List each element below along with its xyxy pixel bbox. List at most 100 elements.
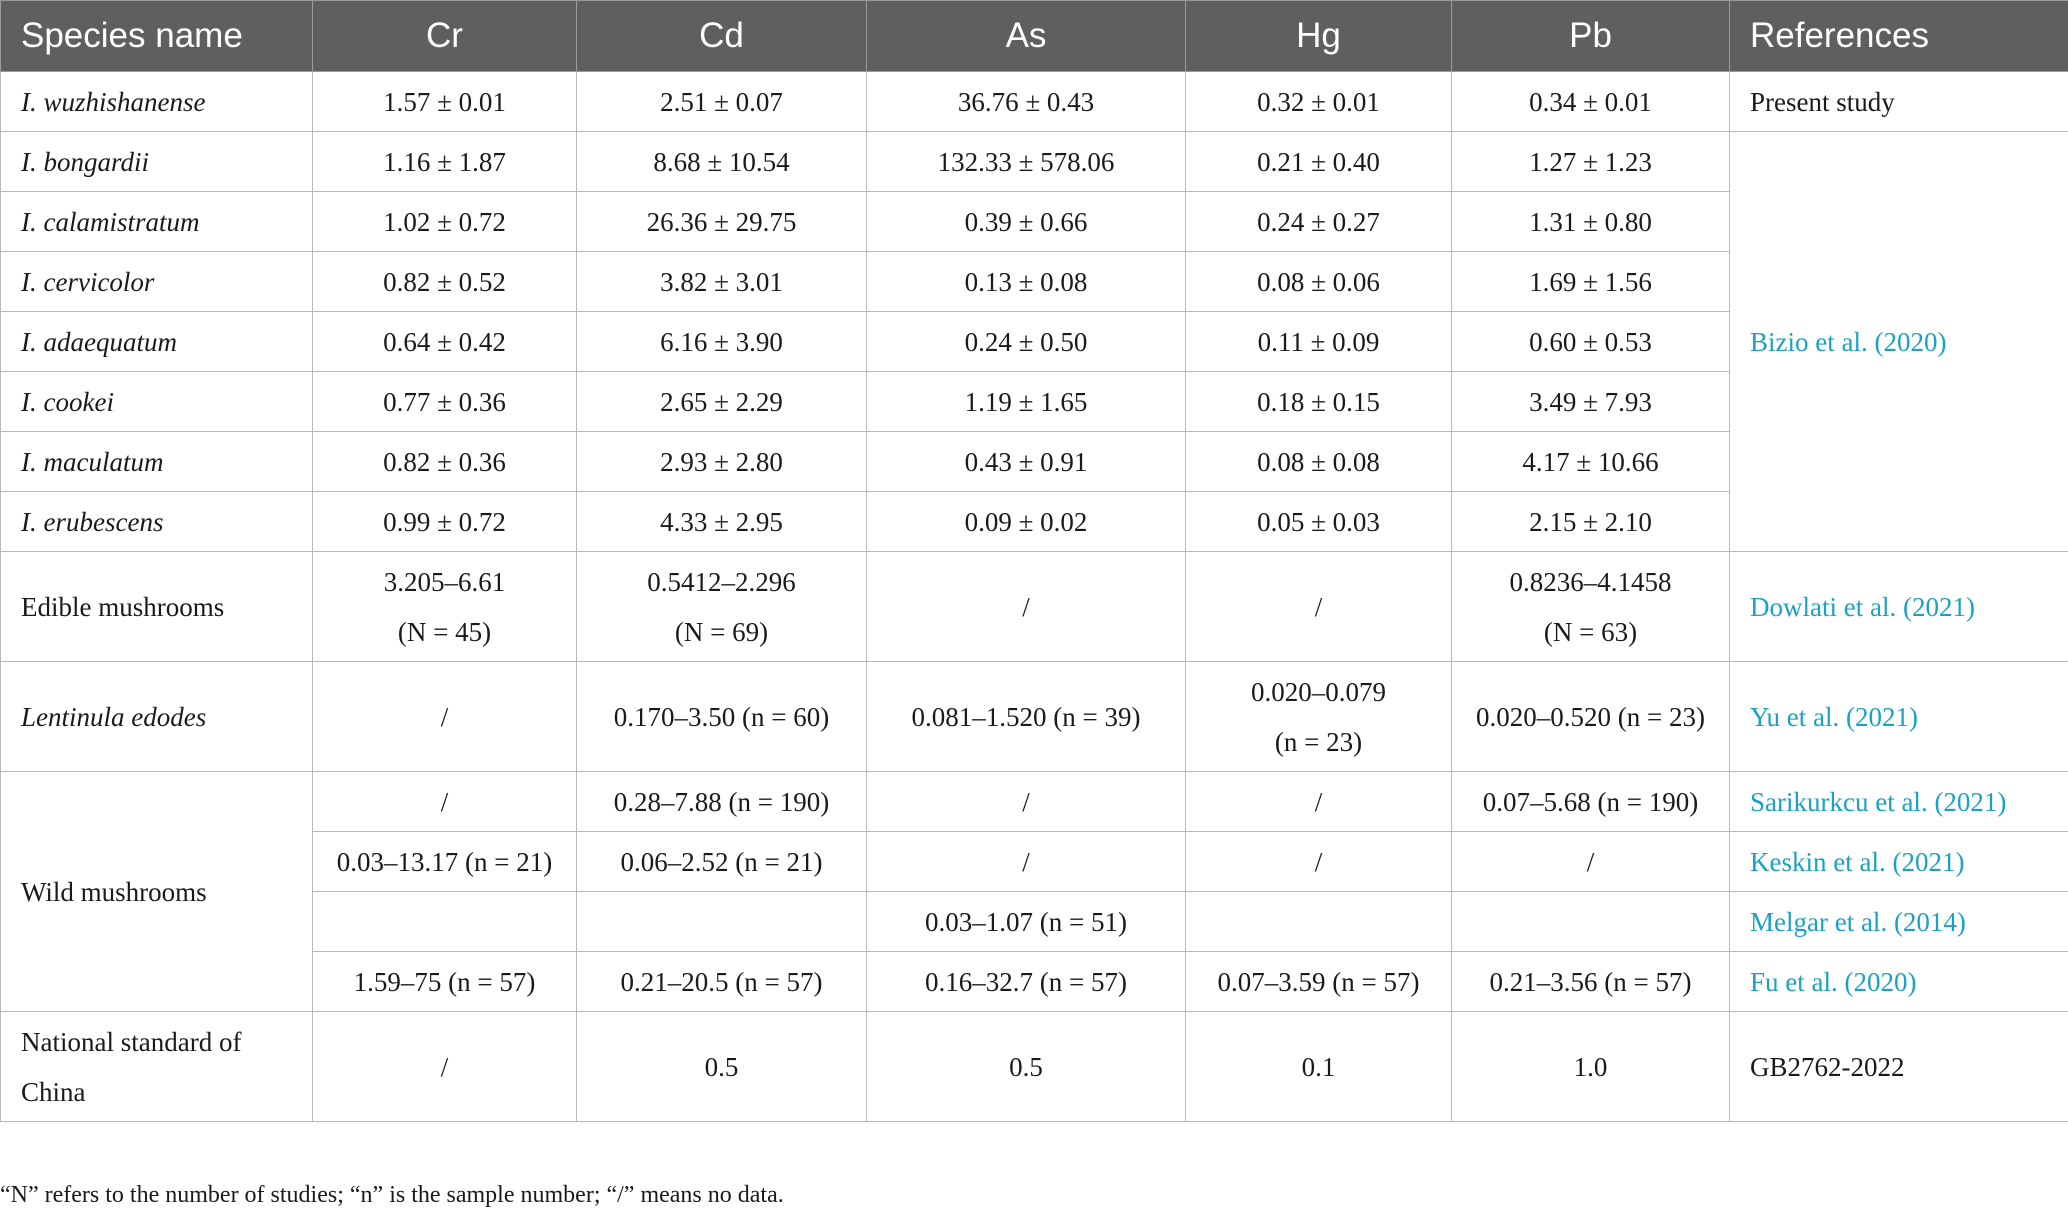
hg-cell: 0.07–3.59 (n = 57): [1185, 951, 1452, 1012]
cr-cell: 0.99 ± 0.72: [312, 491, 577, 552]
cr-cell: [312, 891, 577, 952]
reference-link-sarikurkcu[interactable]: Sarikurkcu et al. (2021): [1729, 771, 2068, 832]
as-cell: /: [866, 771, 1186, 832]
hg-cell: [1185, 891, 1452, 952]
cr-range: 3.205–6.61: [383, 566, 506, 597]
table-header-row: Species name Cr Cd As Hg Pb References: [0, 0, 2068, 72]
hg-cell: 0.020–0.079 (n = 23): [1185, 661, 1452, 772]
cr-cell: 0.82 ± 0.52: [312, 251, 577, 312]
species-cell: Wild mushrooms: [0, 771, 313, 1012]
reference-link-dowlati[interactable]: Dowlati et al. (2021): [1729, 551, 2068, 662]
as-cell: 0.39 ± 0.66: [866, 191, 1186, 252]
table-row: I. wuzhishanense 1.57 ± 0.01 2.51 ± 0.07…: [0, 71, 2068, 132]
as-cell: 0.43 ± 0.91: [866, 431, 1186, 492]
species-cell: National standard of China: [0, 1011, 313, 1122]
species-cell: I. bongardii: [0, 131, 313, 192]
table-row: I. maculatum 0.82 ± 0.36 2.93 ± 2.80 0.4…: [0, 431, 2068, 492]
header-hg: Hg: [1185, 0, 1452, 72]
hg-cell: 0.08 ± 0.08: [1185, 431, 1452, 492]
cd-cell: 6.16 ± 3.90: [576, 311, 867, 372]
pb-cell: 0.34 ± 0.01: [1451, 71, 1730, 132]
pb-cell: 2.15 ± 2.10: [1451, 491, 1730, 552]
cd-cell: 2.51 ± 0.07: [576, 71, 867, 132]
cr-cell: 1.59–75 (n = 57): [312, 951, 577, 1012]
reference-link-bizio[interactable]: Bizio et al. (2020): [1729, 131, 2068, 552]
hg-cell: 0.11 ± 0.09: [1185, 311, 1452, 372]
citation-text[interactable]: Melgar et al. (2014): [1750, 906, 1966, 937]
reference-cell: Present study: [1729, 71, 2068, 132]
pb-cell: 0.020–0.520 (n = 23): [1451, 661, 1730, 772]
header-cd: Cd: [576, 0, 867, 72]
hg-cell: 0.1: [1185, 1011, 1452, 1122]
as-cell: 36.76 ± 0.43: [866, 71, 1186, 132]
pb-cell: 0.8236–4.1458 (N = 63): [1451, 551, 1730, 662]
header-as: As: [866, 0, 1186, 72]
cr-cell: 1.02 ± 0.72: [312, 191, 577, 252]
citation-text[interactable]: Dowlati et al. (2021): [1750, 591, 1975, 622]
cd-range: 0.5412–2.296: [647, 566, 796, 597]
species-line-1: National standard of: [21, 1026, 242, 1057]
species-cell: I. adaequatum: [0, 311, 313, 372]
cr-cell: 0.77 ± 0.36: [312, 371, 577, 432]
species-cell: I. wuzhishanense: [0, 71, 313, 132]
pb-cell: 3.49 ± 7.93: [1451, 371, 1730, 432]
citation-text[interactable]: Bizio et al. (2020): [1750, 326, 1947, 357]
pb-study-count: (N = 63): [1543, 616, 1638, 647]
cd-cell: 0.5: [576, 1011, 867, 1122]
reference-link-fu[interactable]: Fu et al. (2020): [1729, 951, 2068, 1012]
cd-cell: 0.170–3.50 (n = 60): [576, 661, 867, 772]
citation-text[interactable]: Fu et al. (2020): [1750, 966, 1917, 997]
table-row: Lentinula edodes / 0.170–3.50 (n = 60) 0…: [0, 661, 2068, 772]
cd-cell: 0.21–20.5 (n = 57): [576, 951, 867, 1012]
cr-cell: 0.03–13.17 (n = 21): [312, 831, 577, 892]
cd-cell: 0.06–2.52 (n = 21): [576, 831, 867, 892]
species-cell: Lentinula edodes: [0, 661, 313, 772]
hg-cell: 0.21 ± 0.40: [1185, 131, 1452, 192]
pb-cell: 1.69 ± 1.56: [1451, 251, 1730, 312]
citation-text[interactable]: Yu et al. (2021): [1750, 701, 1918, 732]
as-cell: /: [866, 831, 1186, 892]
hg-cell: 0.08 ± 0.06: [1185, 251, 1452, 312]
table-row: National standard of China / 0.5 0.5 0.1 …: [0, 1011, 2068, 1122]
cd-cell: 3.82 ± 3.01: [576, 251, 867, 312]
cd-cell: 2.65 ± 2.29: [576, 371, 867, 432]
cr-cell: /: [312, 771, 577, 832]
as-cell: 0.13 ± 0.08: [866, 251, 1186, 312]
hg-cell: /: [1185, 831, 1452, 892]
pb-cell: [1451, 891, 1730, 952]
cd-cell: 4.33 ± 2.95: [576, 491, 867, 552]
hg-sample-count: (n = 23): [1274, 726, 1363, 757]
as-cell: 1.19 ± 1.65: [866, 371, 1186, 432]
as-cell: 0.03–1.07 (n = 51): [866, 891, 1186, 952]
cr-cell: 1.16 ± 1.87: [312, 131, 577, 192]
reference-link-keskin[interactable]: Keskin et al. (2021): [1729, 831, 2068, 892]
pb-cell: 1.0: [1451, 1011, 1730, 1122]
species-cell: I. calamistratum: [0, 191, 313, 252]
header-cr: Cr: [312, 0, 577, 72]
hg-range: 0.020–0.079: [1251, 676, 1386, 707]
table-row: I. adaequatum 0.64 ± 0.42 6.16 ± 3.90 0.…: [0, 311, 2068, 372]
header-species-name: Species name: [0, 0, 313, 72]
pb-cell: 1.31 ± 0.80: [1451, 191, 1730, 252]
reference-link-yu[interactable]: Yu et al. (2021): [1729, 661, 2068, 772]
hg-cell: 0.18 ± 0.15: [1185, 371, 1452, 432]
species-cell: Edible mushrooms: [0, 551, 313, 662]
header-references: References: [1729, 0, 2068, 72]
cr-cell: 0.64 ± 0.42: [312, 311, 577, 372]
cr-cell: 1.57 ± 0.01: [312, 71, 577, 132]
cr-cell: 0.82 ± 0.36: [312, 431, 577, 492]
cd-cell: [576, 891, 867, 952]
as-cell: 0.5: [866, 1011, 1186, 1122]
as-cell: 0.081–1.520 (n = 39): [866, 661, 1186, 772]
table-row: I. bongardii 1.16 ± 1.87 8.68 ± 10.54 13…: [0, 131, 2068, 552]
reference-cell: GB2762-2022: [1729, 1011, 2068, 1122]
pb-cell: /: [1451, 831, 1730, 892]
reference-link-melgar[interactable]: Melgar et al. (2014): [1729, 891, 2068, 952]
citation-text[interactable]: Sarikurkcu et al. (2021): [1750, 786, 2007, 817]
table-row: Wild mushrooms / 0.28–7.88 (n = 190) / /…: [0, 771, 2068, 1012]
citation-text[interactable]: Keskin et al. (2021): [1750, 846, 1965, 877]
hg-cell: /: [1185, 551, 1452, 662]
as-cell: 0.09 ± 0.02: [866, 491, 1186, 552]
hg-cell: /: [1185, 771, 1452, 832]
cd-study-count: (N = 69): [674, 616, 769, 647]
